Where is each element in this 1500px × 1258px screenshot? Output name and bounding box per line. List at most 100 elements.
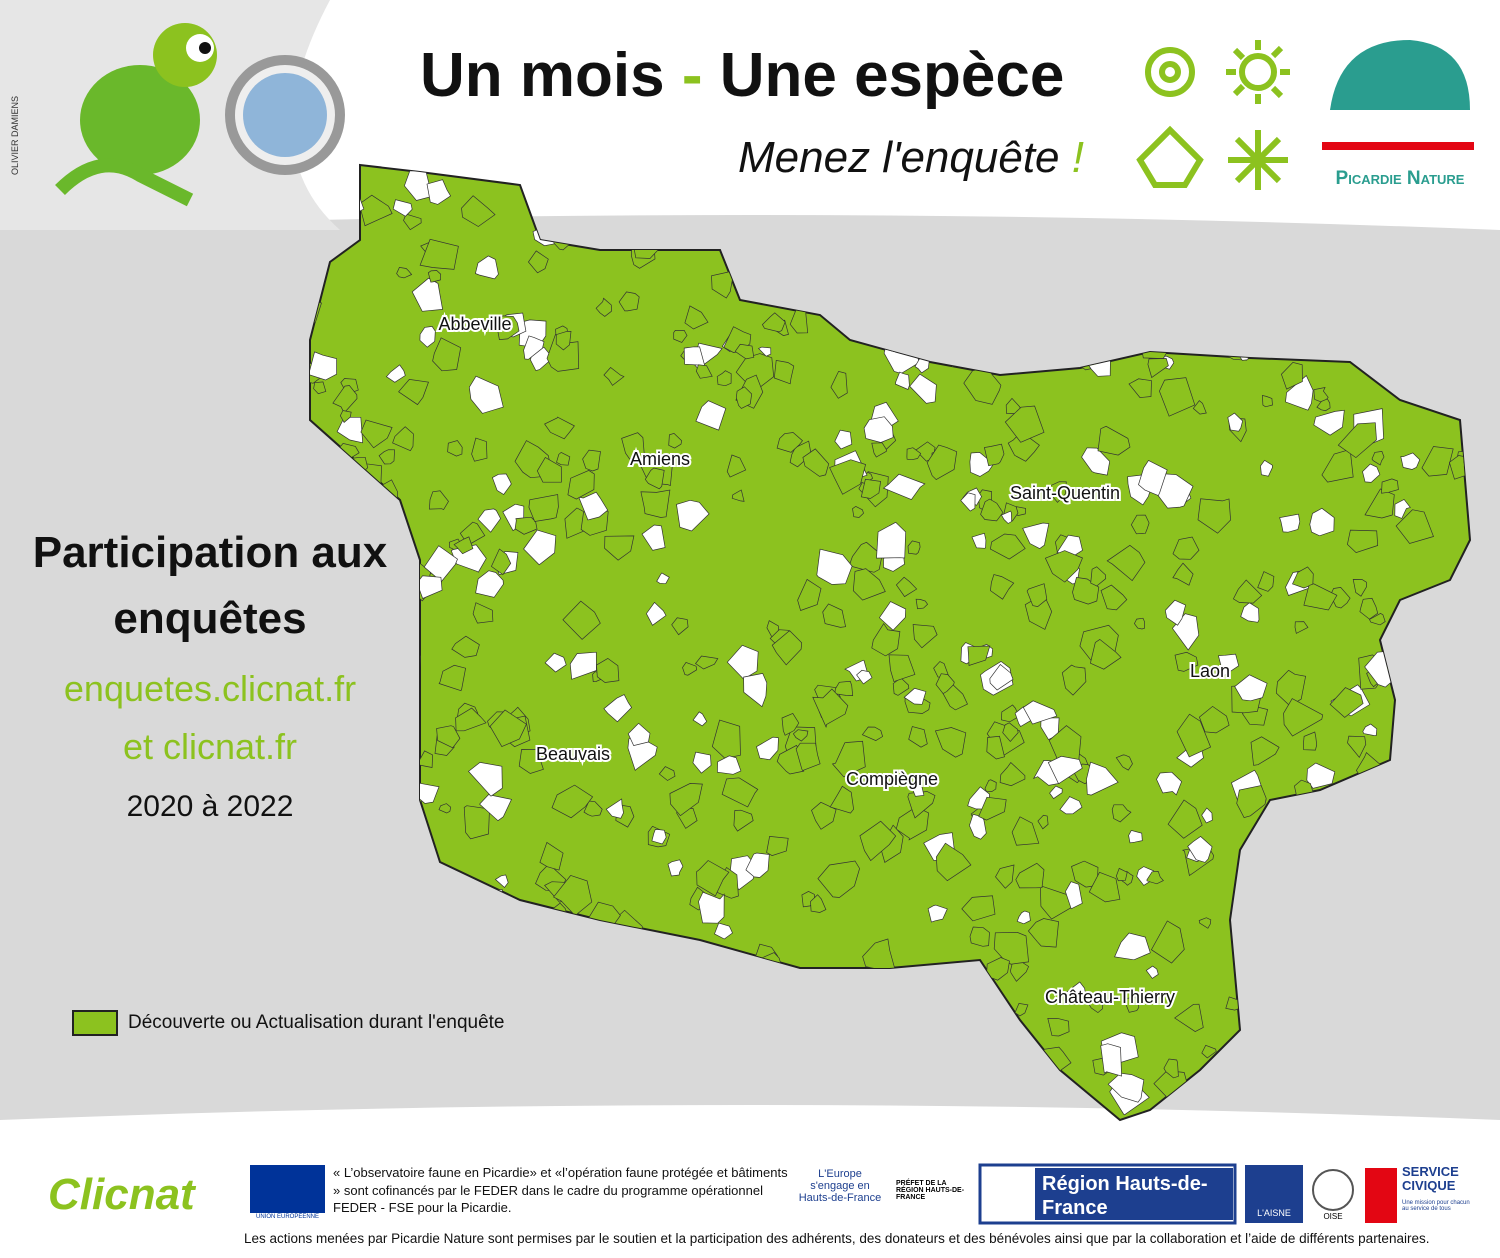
commune (451, 635, 480, 658)
legend-text: Découverte ou Actualisation durant l'enq… (128, 1012, 505, 1033)
commune (1262, 394, 1273, 408)
commune (861, 726, 884, 741)
commune (468, 375, 504, 414)
city-label: Laon (1190, 661, 1230, 681)
commune (802, 448, 830, 477)
commune (490, 548, 512, 576)
commune (792, 729, 809, 742)
commune (1347, 529, 1379, 553)
commune (797, 578, 822, 611)
commune (990, 574, 1015, 600)
commune (1258, 199, 1275, 218)
commune (467, 762, 503, 797)
commune (471, 437, 488, 462)
commune (1172, 536, 1200, 560)
commune (695, 400, 727, 431)
commune (1421, 446, 1454, 477)
commune (863, 416, 894, 443)
commune (831, 740, 866, 778)
commune (1369, 613, 1386, 626)
commune (745, 852, 770, 878)
commune (1114, 932, 1151, 961)
commune (756, 736, 779, 761)
commune (447, 440, 463, 457)
commune (983, 443, 1005, 467)
commune (852, 505, 864, 518)
commune (1275, 669, 1307, 707)
title-part: Un mois (420, 41, 665, 110)
commune (605, 798, 624, 819)
commune (692, 711, 708, 727)
clicnat-logo: Clicnat (48, 1170, 195, 1219)
commune (656, 572, 670, 585)
commune (1111, 804, 1132, 823)
commune (646, 165, 661, 173)
commune (1115, 754, 1133, 771)
commune (1192, 400, 1207, 415)
commune (562, 600, 601, 640)
city-label: Château-Thierry (1045, 987, 1175, 1007)
commune (1257, 571, 1275, 592)
commune (578, 491, 609, 521)
commune (1174, 651, 1199, 672)
commune (627, 722, 651, 747)
commune (986, 735, 1005, 760)
commune (1159, 377, 1196, 417)
commune (696, 860, 730, 897)
aisne-logo: L'AISNE (1257, 1208, 1291, 1218)
commune (830, 370, 848, 399)
commune (954, 183, 978, 214)
commune (556, 451, 571, 466)
commune (317, 184, 342, 209)
commune (426, 179, 452, 205)
commune (1146, 871, 1164, 885)
link: enquetes.clicnat.fr (63, 668, 357, 709)
commune (743, 673, 768, 708)
commune (1201, 807, 1213, 824)
commune (1150, 920, 1185, 964)
commune (1115, 867, 1128, 882)
commune (1400, 452, 1421, 470)
subtitle-mark: ! (1071, 133, 1084, 182)
commune (1303, 583, 1338, 611)
commune (961, 895, 996, 922)
commune (971, 532, 987, 549)
commune (947, 181, 979, 207)
commune (1001, 704, 1020, 723)
commune (553, 875, 593, 917)
commune (1026, 583, 1048, 607)
commune (561, 165, 580, 176)
commune (915, 598, 929, 610)
commune (895, 806, 929, 841)
commune (1027, 918, 1059, 948)
commune (942, 684, 968, 711)
commune (640, 489, 671, 518)
commune (1097, 425, 1131, 456)
commune (645, 601, 667, 626)
commune (1059, 796, 1083, 815)
commune (906, 447, 922, 461)
commune (468, 1111, 496, 1120)
sidebar-title: Participation aux enquêtes (32, 528, 388, 643)
commune (489, 709, 527, 748)
legend: Découverte ou Actualisation durant l'enq… (72, 1010, 505, 1036)
commune (1071, 860, 1099, 888)
commune (845, 178, 875, 212)
commune (392, 426, 414, 452)
commune (714, 922, 733, 940)
commune (673, 329, 688, 343)
commune (658, 766, 676, 781)
commune (432, 337, 462, 372)
commune (789, 308, 809, 334)
commune (822, 603, 847, 628)
commune (1232, 579, 1263, 604)
commune (960, 492, 976, 512)
commune (978, 796, 1007, 821)
commune (739, 1108, 761, 1120)
commune (895, 576, 918, 598)
commune (472, 602, 494, 624)
commune (1090, 566, 1107, 587)
commune (1285, 375, 1314, 411)
commune (771, 630, 803, 666)
commune (1037, 814, 1049, 830)
